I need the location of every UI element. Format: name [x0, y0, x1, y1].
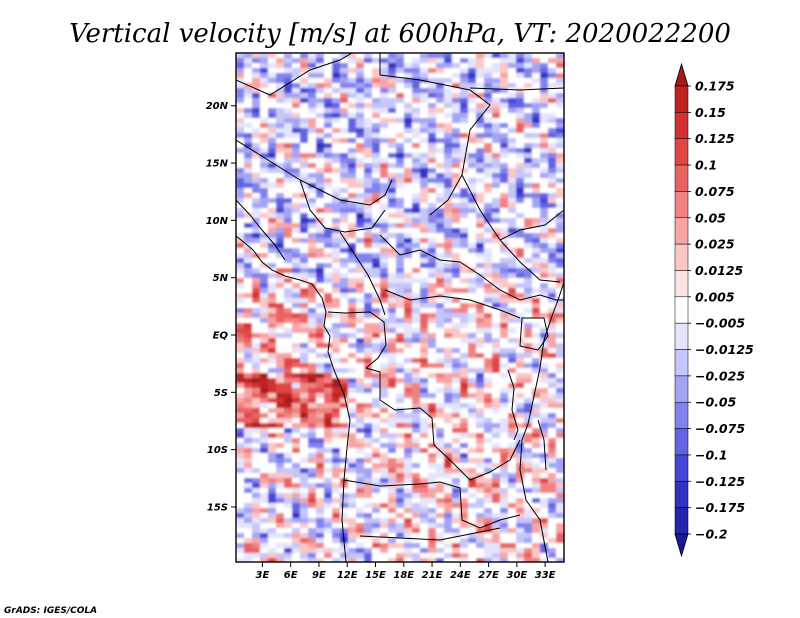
x-tick-label: 30E	[506, 570, 527, 581]
colorbar-label: 0.05	[695, 210, 726, 225]
lake-tanganyika	[507, 369, 519, 441]
colorbar-bin	[674, 85, 689, 113]
border-car	[379, 234, 521, 301]
colorbar-bin	[674, 507, 689, 535]
colorbar-label: −0.175	[695, 500, 745, 515]
border-drc-west	[365, 367, 521, 481]
y-tick-label: 5N	[213, 273, 229, 284]
colorbar-label: 0.1	[695, 158, 717, 173]
colorbar-bin	[674, 322, 689, 350]
colorbar-label: 0.005	[695, 289, 735, 304]
colorbar-bin	[674, 349, 689, 377]
border-northeast	[469, 87, 564, 91]
x-tick-label: 6E	[284, 570, 298, 581]
country-borders	[236, 53, 564, 562]
x-tick-label: 24E	[450, 570, 471, 581]
x-tick-label: 15E	[365, 570, 386, 581]
colorbar-bin	[674, 401, 689, 429]
border-niger-nigeria	[299, 179, 386, 233]
x-tick-label: 3E	[255, 570, 269, 581]
colorbar-bin	[674, 191, 689, 219]
border-nigeria-cameroon	[339, 231, 386, 316]
border-mali-niger-chad	[236, 53, 353, 96]
border-uganda-kenya	[519, 294, 564, 301]
colorbar-bin	[674, 296, 689, 324]
y-tick-label: 15N	[206, 159, 229, 170]
border-zambia-namibia	[359, 527, 501, 541]
y-tick-label: EQ	[213, 331, 229, 342]
coastline-west	[236, 235, 351, 562]
colorbar-label: −0.05	[695, 395, 737, 410]
colorbar-bin	[674, 428, 689, 456]
colorbar-bin	[674, 243, 689, 271]
x-tick-label: 33E	[535, 570, 556, 581]
x-tick-label: 27E	[478, 570, 499, 581]
colorbar-bin	[674, 138, 689, 166]
colorbar-bin	[674, 164, 689, 192]
y-tick-label: 20N	[206, 101, 229, 112]
y-axis: 20N 15N 10N 5N EQ 5S 10S 15S	[206, 101, 236, 513]
colorbar-label: 0.025	[695, 237, 735, 252]
y-tick-label: 10N	[206, 216, 229, 227]
colorbar: 0.175 0.15 0.125 0.1 0.075 0.05 0.025 0.0125 0.0…	[674, 62, 754, 558]
colorbar-bin	[674, 217, 689, 245]
colorbar-label: −0.0125	[695, 342, 754, 357]
y-tick-label: 10S	[207, 445, 228, 456]
border-west-coast-states	[236, 199, 286, 261]
colorbar-label: 0.15	[695, 105, 726, 120]
colorbar-bin	[674, 112, 689, 139]
map-frame	[235, 52, 565, 563]
colorbar-bin	[674, 375, 689, 403]
lake-malawi	[537, 419, 547, 471]
border-sahel	[236, 139, 393, 206]
colorbar-bottom-triangle	[674, 533, 689, 558]
map-panel	[235, 52, 565, 563]
colorbar-bin	[674, 270, 689, 298]
x-axis: 3E 6E 9E 12E 15E 18E 21E 24E 27E 30E 33E	[255, 562, 556, 581]
field-cells	[236, 53, 564, 562]
colorbar-label: 0.075	[695, 184, 735, 199]
colorbar-label: −0.025	[695, 368, 745, 383]
x-tick-label: 18E	[393, 570, 414, 581]
border-gabon-congo	[327, 311, 387, 369]
colorbar-label: 0.175	[695, 79, 735, 94]
colorbar-label: −0.2	[695, 527, 728, 542]
vertical-velocity-field	[236, 53, 564, 562]
lake-victoria	[519, 317, 549, 351]
colorbar-bin	[674, 481, 689, 508]
colorbar-top-triangle	[674, 62, 689, 87]
chart-title: Vertical velocity [m/s] at 600hPa, VT: 2…	[69, 19, 731, 49]
x-tick-label: 21E	[422, 570, 443, 581]
colorbar-bin	[674, 454, 689, 482]
credit-label: GrADS: IGES/COLA	[4, 606, 97, 616]
y-tick-label: 15S	[207, 502, 228, 513]
colorbar-label: −0.005	[695, 316, 745, 331]
border-south-sudan	[499, 209, 564, 241]
border-angola-south	[343, 479, 521, 529]
border-niger-chad-libya	[379, 53, 491, 216]
colorbar-label: −0.075	[695, 421, 745, 436]
colorbar-label: 0.125	[695, 131, 735, 146]
x-tick-label: 12E	[337, 570, 358, 581]
colorbar-label: −0.125	[695, 474, 745, 489]
border-chad-sudan	[461, 174, 561, 283]
x-tick-label: 9E	[312, 570, 326, 581]
border-car-south	[384, 289, 521, 319]
colorbar-label: 0.0125	[695, 263, 744, 278]
coastline-east	[519, 281, 564, 562]
colorbar-label: −0.1	[695, 447, 728, 462]
y-tick-label: 5S	[214, 388, 228, 399]
